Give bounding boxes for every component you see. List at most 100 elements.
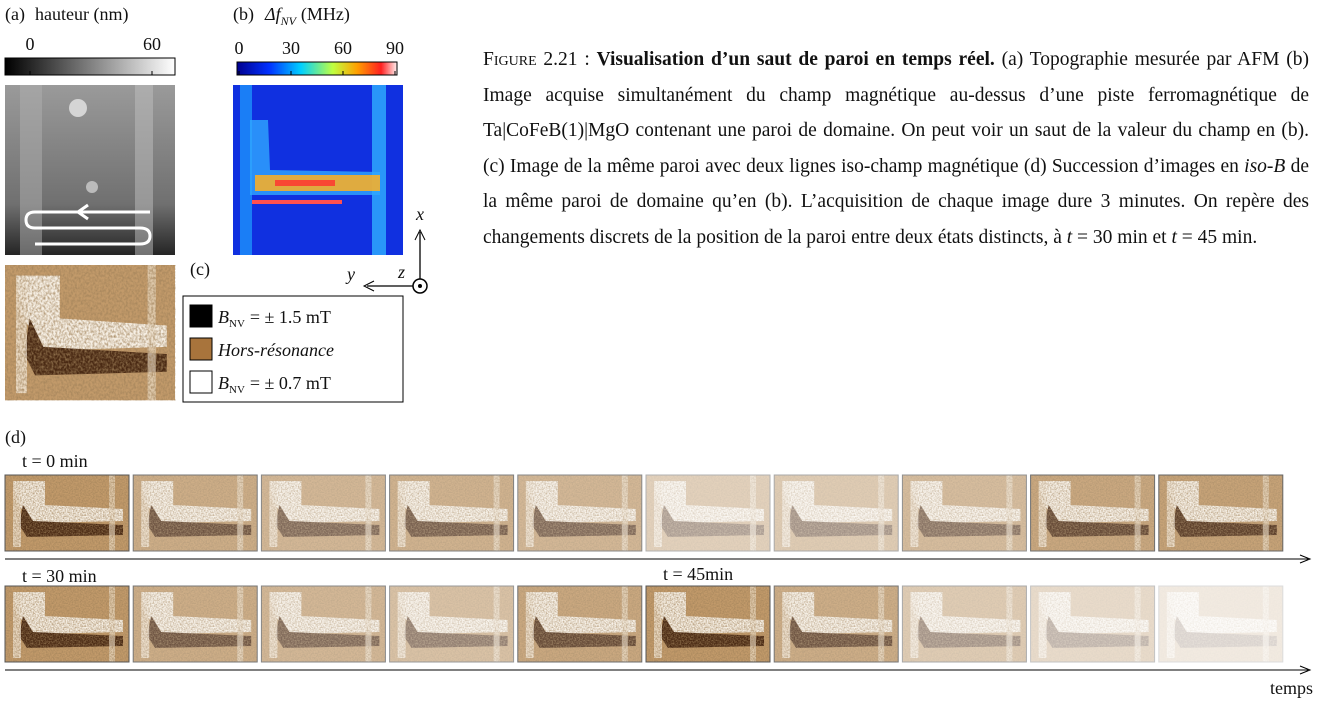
track-edge (240, 85, 252, 255)
frame-border (517, 585, 643, 663)
frame-border (1030, 585, 1156, 663)
row-label: t = 0 min (22, 451, 88, 471)
arrow-head (414, 228, 426, 241)
time-frame (389, 474, 515, 552)
time-frame (901, 585, 1027, 663)
iso-b-image (5, 265, 175, 400)
time-frame (4, 585, 130, 663)
colorbar-tick-label: 0 (26, 34, 35, 54)
frame-border (260, 474, 386, 552)
frame-border (901, 474, 1027, 552)
frame-image (1159, 475, 1283, 551)
frame-border (645, 585, 771, 663)
subscript: NV (229, 318, 245, 330)
wall-signal (275, 180, 335, 186)
frame-image (646, 586, 770, 662)
particle (86, 181, 98, 193)
scan-path (24, 210, 152, 246)
frame-border (389, 585, 515, 663)
frame-image (261, 586, 385, 662)
unit: (MHz) (301, 4, 350, 25)
time-frame (260, 474, 386, 552)
time-frame (1158, 585, 1284, 663)
time-frame (773, 474, 899, 552)
caption-text: de la même paroi de domaine qu’en (b). L… (483, 155, 1309, 248)
caption-text: = 30 min et (1072, 226, 1172, 248)
frame-image (1159, 586, 1283, 662)
frame-border (4, 585, 130, 663)
frame-image (133, 586, 257, 662)
frame-image (902, 475, 1026, 551)
frame-image (646, 475, 770, 551)
frame-border (517, 474, 643, 552)
caption-title: Visualisation d’un saut de paroi en temp… (596, 49, 995, 70)
caption-text: (a) Topographie mesurée par AFM (b) Imag… (483, 49, 1309, 177)
arrow-head (1299, 665, 1312, 675)
frame-image (1031, 475, 1155, 551)
caption-label: Figure 2.21 : (483, 49, 590, 70)
arrow-head (362, 280, 375, 292)
time-frame (645, 585, 771, 663)
legend-entry: BNV = ± 0.7 mT (218, 373, 331, 396)
caption-text: = 45 min. (1176, 226, 1258, 248)
frame-image (1031, 586, 1155, 662)
panel-label: (b) (233, 4, 254, 25)
axis-label: temps (1270, 678, 1313, 698)
frame-image (390, 475, 514, 551)
particle (69, 99, 87, 117)
frame-border (1158, 474, 1284, 552)
frame-image (390, 586, 514, 662)
caption-text: iso-B (1244, 155, 1286, 177)
colorbar-tick-label: 30 (282, 38, 300, 58)
subscript: NV (280, 14, 298, 28)
frame-image (774, 586, 898, 662)
panel-label: (c) (190, 259, 210, 280)
scan-arrow (75, 203, 89, 221)
legend-box (182, 295, 404, 403)
legend-entry: BNV = ± 1.5 mT (218, 307, 331, 330)
time-frame (773, 585, 899, 663)
image-sequence (4, 474, 1284, 663)
symbol: Δf (264, 4, 284, 24)
time-frame (1030, 585, 1156, 663)
frame-border (1158, 585, 1284, 663)
frame-border (389, 474, 515, 552)
colorbar-tick-label: 0 (235, 38, 244, 58)
symbol: B (218, 307, 229, 327)
time-marker: t = 45min (663, 564, 733, 584)
colorbar (236, 61, 398, 76)
frame-image (902, 586, 1026, 662)
caption-text: t (1171, 226, 1177, 248)
jump-line (252, 200, 342, 204)
frame-border (773, 585, 899, 663)
panel-label: (d) (5, 427, 26, 448)
time-frame (1030, 474, 1156, 552)
frame-border (4, 474, 130, 552)
frame-image (133, 475, 257, 551)
legend-text: = ± 0.7 mT (250, 373, 331, 393)
frame-image (5, 586, 129, 662)
axis-label: z (397, 262, 405, 282)
frame-border (1030, 474, 1156, 552)
frame-border (645, 474, 771, 552)
caption-text: t (1066, 226, 1073, 248)
frame-image (5, 475, 129, 551)
legend-entry: Hors-résonance (217, 340, 334, 360)
frame-border (132, 585, 258, 663)
time-frame (132, 474, 258, 552)
time-frame (4, 474, 130, 552)
frame-border (901, 585, 1027, 663)
frame-border (773, 474, 899, 552)
axis-out-dot (418, 284, 422, 288)
legend-swatch (189, 304, 213, 328)
panel-label: (a) (5, 4, 25, 25)
colorbar-tick-label: 60 (143, 34, 161, 54)
colorbar-tick-label: 60 (334, 38, 352, 58)
caption: Figure 2.21 : Visualisation d’un saut de… (483, 42, 1309, 256)
legend-text: = ± 1.5 mT (250, 307, 331, 327)
colorbar-title: ΔfNV (MHz) (264, 4, 350, 28)
axis-label: x (415, 204, 424, 224)
colorbar-tick-label: 90 (386, 38, 404, 58)
